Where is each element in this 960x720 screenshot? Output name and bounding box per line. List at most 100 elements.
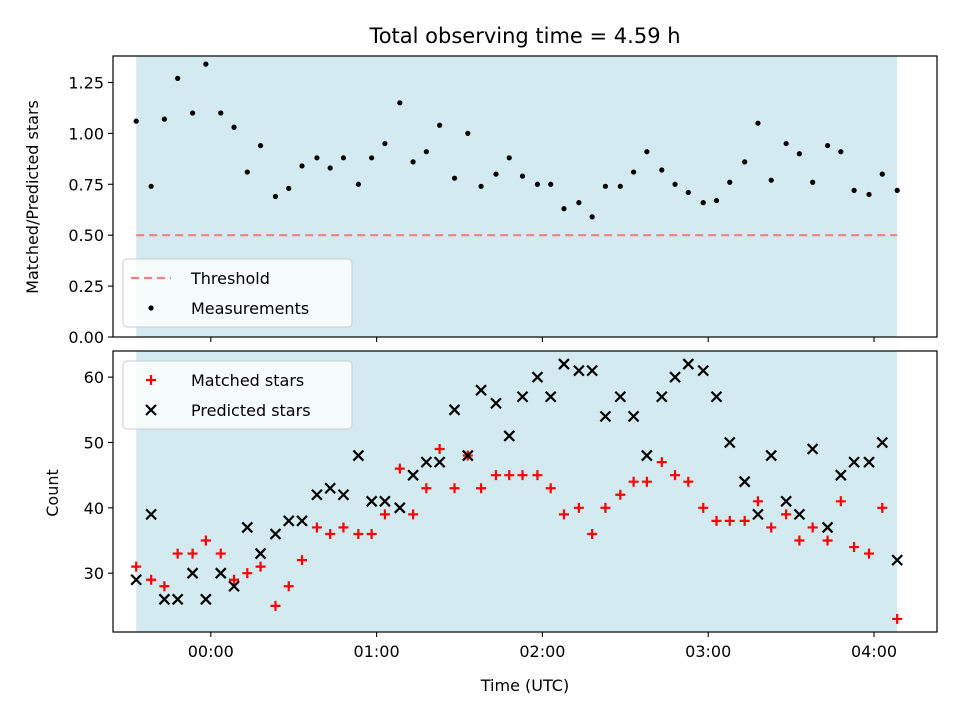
predicted-star-point [627,410,640,423]
predicted-star-point [407,469,419,481]
top-y-axis-label: Matched/Predicted stars [23,100,42,294]
predicted-star-point [200,593,212,606]
matched-star-point [353,528,364,539]
matched-star-point [379,509,390,520]
matched-star-point [421,483,432,494]
predicted-star-point [656,390,668,403]
predicted-star-point [145,508,157,521]
measurement-point [175,75,181,81]
matched-star-point [683,476,694,487]
predicted-star-point [669,371,681,383]
measurement-point [561,206,567,212]
top-y-tick-label: 1.25 [68,73,104,92]
bottom-y-tick-label: 40 [84,499,104,518]
matched-star-point [656,457,667,468]
measurement-point [451,175,458,181]
bottom-y-tick-label: 60 [84,368,104,387]
measurement-point [231,124,237,130]
matched-star-point [283,581,294,592]
predicted-star-point [462,449,474,462]
measurement-point [672,181,678,187]
matched-star-point [449,483,460,494]
measurement-point [519,173,526,179]
bottom-axes-frame [112,350,938,633]
matched-star-point [628,476,639,487]
matched-star-point [670,470,681,481]
measurement-point [796,151,802,157]
measurement-point [493,171,499,177]
matched-star-point [311,522,322,533]
measurement-point [851,187,857,193]
matched-star-point [476,483,487,494]
measurement-point [189,110,196,116]
matched-star-point [434,444,445,455]
predicted-star-point [228,580,240,593]
legend-label: Measurements [191,299,309,318]
measurement-point [355,181,361,187]
bottom-legend-box [122,360,353,430]
measurement-point [685,189,691,196]
predicted-star-point [641,449,653,462]
measurement-point [314,155,320,161]
measurement-point [894,187,900,193]
measurement-point [838,149,844,155]
predicted-star-point [723,436,736,449]
predicted-star-point [752,508,764,521]
measurement-point [299,163,305,169]
legend-label: Predicted stars [191,401,311,420]
matched-star-point [698,502,709,513]
matched-star-point [517,470,528,481]
matched-star-point [849,542,860,553]
matched-star-point [752,496,763,507]
x-axis-label: Time (UTC) [480,676,569,695]
measurement-point [783,140,789,147]
predicted-star-point [337,488,350,501]
measurement-point [203,61,209,67]
predicted-star-point [324,482,336,495]
legend-measurement-swatch [148,305,154,311]
measurement-point [768,177,774,183]
measurement-point [548,181,554,187]
measurement-point [866,191,872,198]
top-y-tick-label: 0.50 [68,226,104,245]
measurement-point [824,142,831,149]
predicted-star-point [765,449,777,462]
predicted-star-point [311,488,323,501]
predicted-star-point [214,567,227,579]
measurement-point [244,169,250,175]
predicted-star-point [806,443,819,455]
measurement-point [617,183,623,189]
matched-star-point [794,535,805,546]
matched-star-point [146,574,157,585]
predicted-star-point [710,390,723,403]
measurement-point [257,142,264,149]
measurement-point [382,140,388,147]
legend-label: Matched stars [191,371,304,390]
measurement-point [272,193,279,200]
matched-star-point [822,535,833,546]
matched-star-point [394,463,405,474]
measurement-point [602,183,609,189]
chart-title: Total observing time = 4.59 h [368,24,680,48]
measurement-point [630,169,637,175]
bottom-y-tick-label: 50 [84,433,104,452]
matched-star-point [366,528,377,539]
predicted-star-point [682,358,695,370]
matched-star-point [172,548,183,559]
matched-star-point [297,555,308,566]
bottom-x-tick-label: 00:00 [188,642,234,661]
matched-star-point [711,515,722,526]
matched-star-point [504,470,515,481]
matched-star-point [131,561,142,572]
predicted-star-point [171,593,184,606]
matched-star-point [807,522,818,533]
matched-star-point [558,509,569,520]
predicted-star-point [394,502,406,514]
matched-star-point [641,476,652,487]
matched-star-point [724,515,735,526]
measurement-point [327,165,333,171]
measurement-point [576,200,582,206]
predicted-star-point [379,495,391,508]
measurement-point [713,197,720,204]
